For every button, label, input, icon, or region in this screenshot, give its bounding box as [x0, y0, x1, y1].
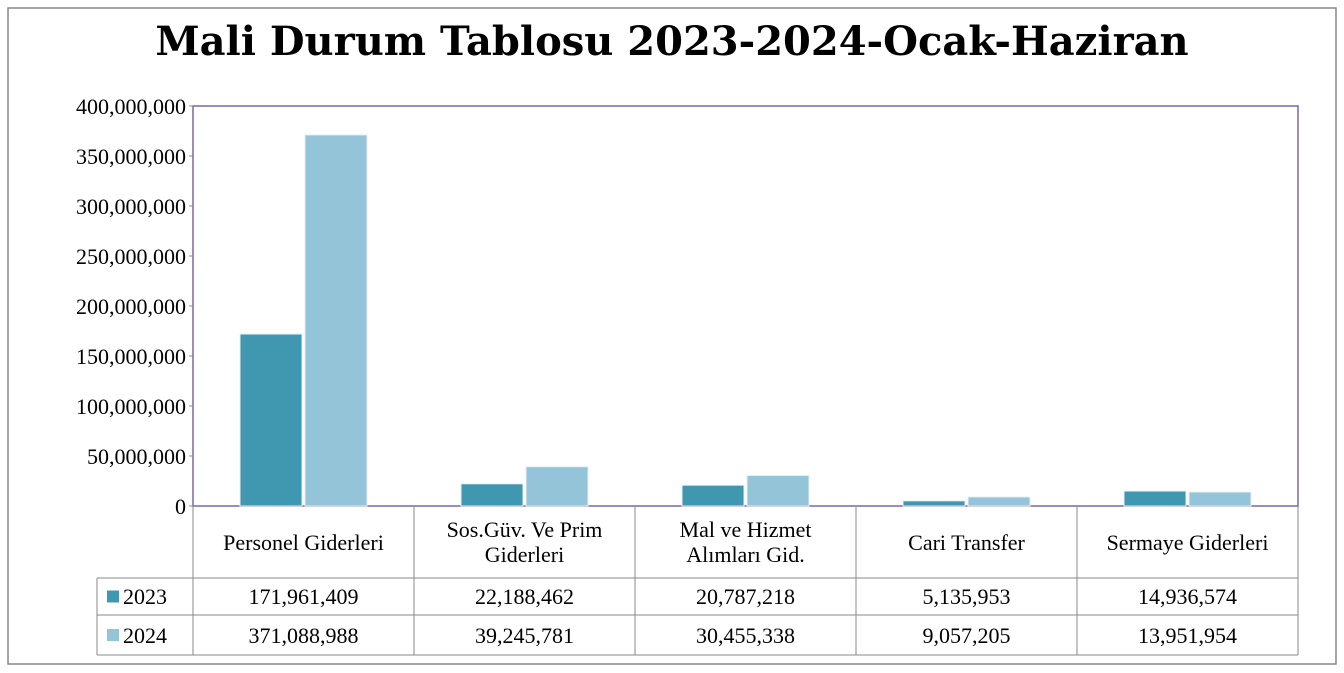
- bar: [239, 333, 303, 507]
- data-table-value: 13,951,954: [1138, 622, 1237, 648]
- y-tick-label: 100,000,000: [76, 393, 186, 419]
- y-tick-label: 200,000,000: [76, 293, 186, 319]
- y-tick-label: 150,000,000: [76, 343, 186, 369]
- x-tick-label: Sos.Güv. Ve Prim Giderleri: [446, 517, 603, 567]
- bar: [1123, 490, 1187, 507]
- bar: [460, 483, 524, 507]
- legend-key: [107, 590, 119, 603]
- y-tick-label: 400,000,000: [76, 93, 186, 119]
- data-table-value: 9,057,205: [922, 622, 1011, 648]
- data-table-value: 30,455,338: [696, 622, 795, 648]
- bar: [967, 496, 1031, 507]
- data-table-value: 171,961,409: [248, 584, 359, 609]
- data-table-value: 5,135,953: [922, 584, 1011, 609]
- y-tick-label: 50,000,000: [87, 443, 186, 469]
- bar: [525, 466, 589, 507]
- data-table-value: 14,936,574: [1138, 584, 1237, 609]
- y-tick-label: 300,000,000: [76, 193, 186, 219]
- bar: [1188, 491, 1252, 507]
- x-tick-label: Cari Transfer: [908, 529, 1025, 555]
- y-tick-label: 350,000,000: [76, 143, 186, 169]
- bar: [304, 134, 368, 507]
- x-tick-label: Mal ve Hizmet Alımları Gid.: [679, 517, 812, 567]
- bar: [746, 475, 810, 507]
- chart-title: Mali Durum Tablosu 2023-2024-Ocak-Hazira…: [155, 18, 1189, 65]
- legend-label: 2023: [123, 584, 167, 609]
- data-table-value: 39,245,781: [475, 622, 574, 648]
- data-table-value: 20,787,218: [696, 584, 795, 609]
- bar: [681, 484, 745, 507]
- y-tick-label: 250,000,000: [76, 243, 186, 269]
- bar: [902, 500, 966, 507]
- legend-label: 2024: [123, 622, 167, 648]
- data-table-value: 22,188,462: [475, 584, 574, 609]
- chart-frame: [7, 7, 1337, 665]
- legend-key: [107, 629, 119, 641]
- x-tick-label: Sermaye Giderleri: [1106, 529, 1269, 555]
- data-table-value: 371,088,988: [248, 622, 359, 648]
- x-tick-label: Personel Giderleri: [223, 529, 384, 555]
- y-tick-label: 0: [175, 493, 186, 519]
